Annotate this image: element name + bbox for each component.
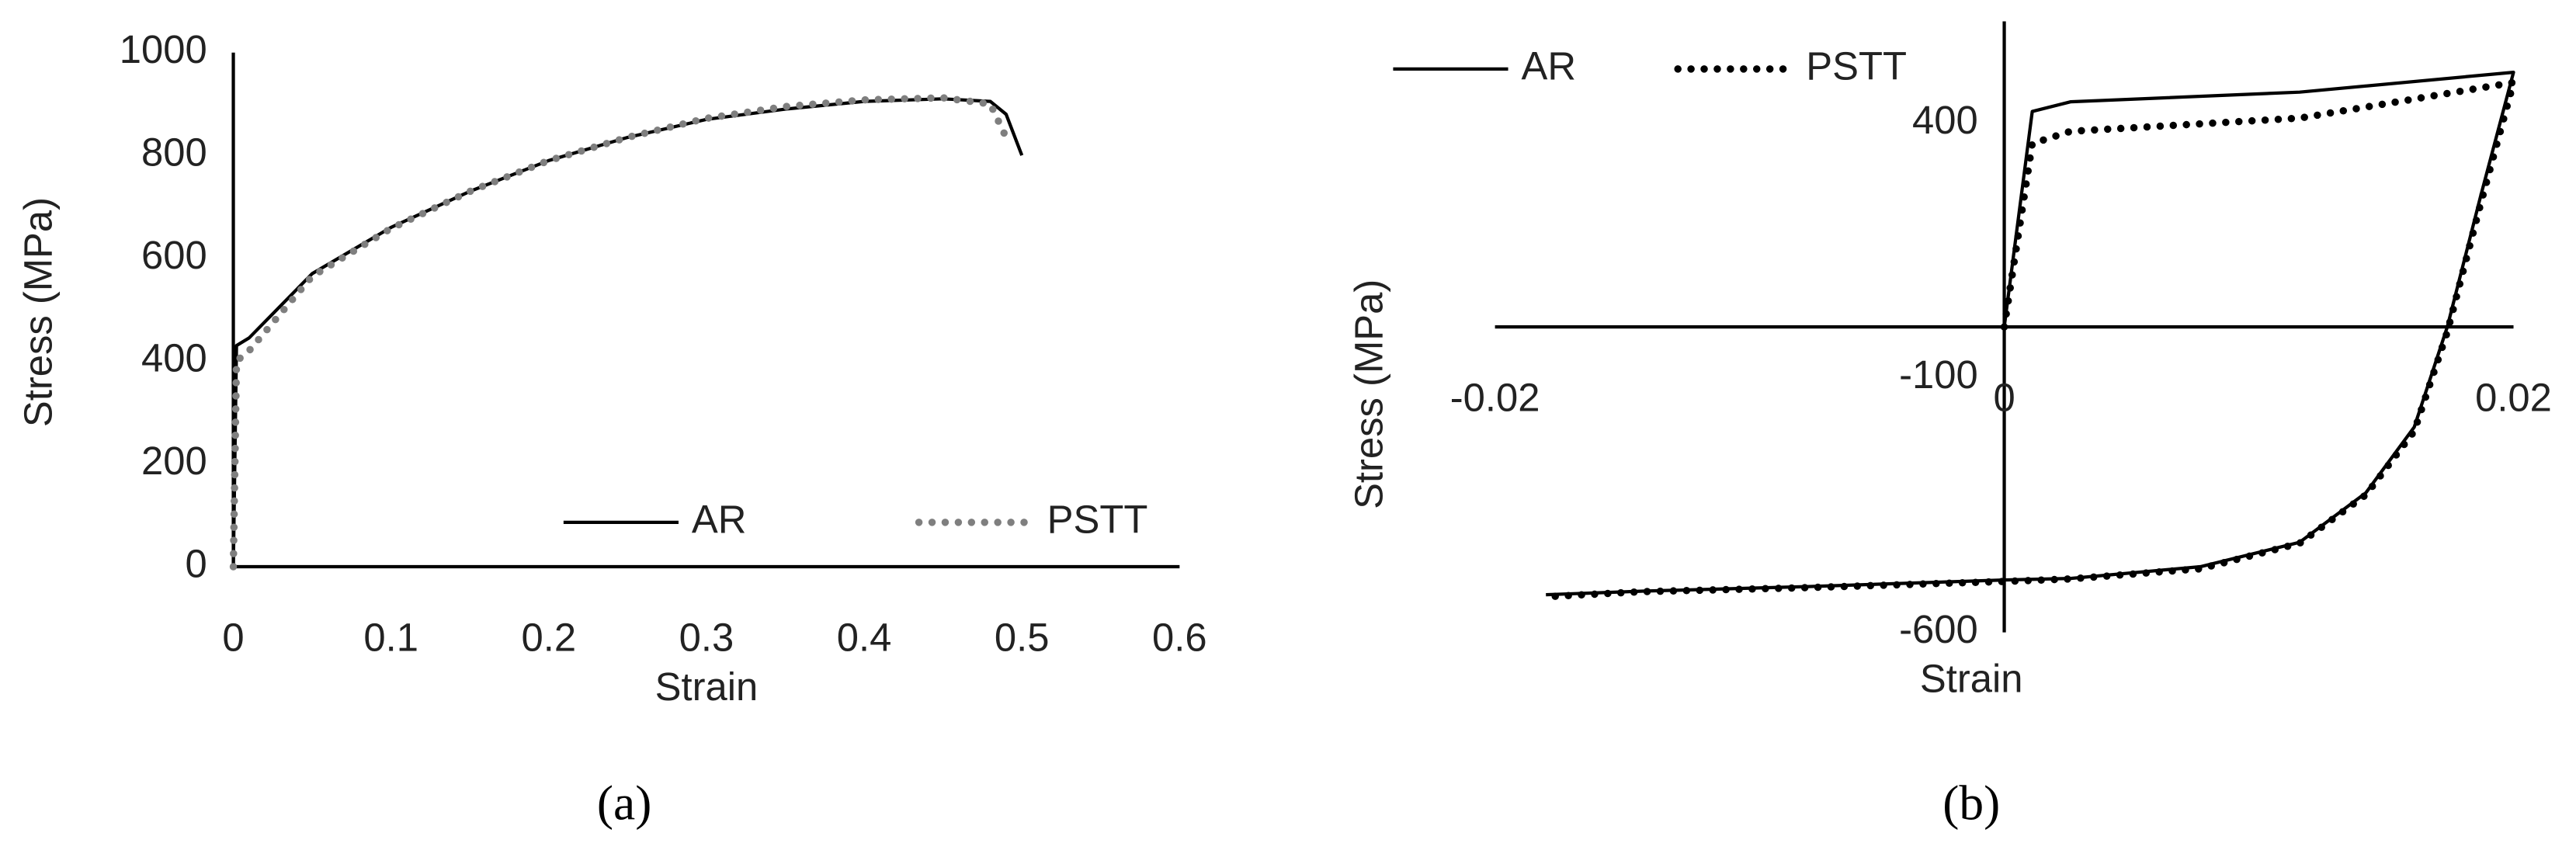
legend-label: AR <box>692 497 747 541</box>
data-line <box>1542 78 2518 601</box>
x-tick-label: 0.4 <box>837 616 892 660</box>
caption: (a) <box>597 776 651 831</box>
data-line <box>231 97 1024 567</box>
x-tick-label: 0 <box>222 616 244 660</box>
x-tick-label: 0.1 <box>363 616 418 660</box>
y-tick-label: 400 <box>141 335 207 380</box>
data-line <box>229 94 1010 571</box>
y-tick-label: -600 <box>1899 607 1978 651</box>
x-tick-label: -0.02 <box>1450 376 1540 420</box>
legend-label: AR <box>1521 43 1576 88</box>
x-tick-label: 0.2 <box>522 616 577 660</box>
x-axis-label: Strain <box>1920 657 2023 701</box>
y-tick-label: 800 <box>141 130 207 175</box>
x-tick-label: 0.6 <box>1152 616 1207 660</box>
x-tick-label: 0.02 <box>2475 376 2552 420</box>
y-tick-label: 400 <box>1912 98 1978 142</box>
x-tick-label: 0 <box>1993 376 2015 420</box>
y-tick-label: 200 <box>141 439 207 483</box>
caption: (b) <box>1942 776 2000 831</box>
y-tick-label: 600 <box>141 233 207 277</box>
x-axis-label: Strain <box>655 664 759 709</box>
y-tick-label: -100 <box>1899 352 1978 397</box>
y-tick-label: 1000 <box>120 27 207 71</box>
y-tick-label: 0 <box>185 541 207 585</box>
legend-label: PSTT <box>1047 497 1148 541</box>
y-axis-label: Stress (MPa) <box>1346 279 1390 509</box>
legend-label: PSTT <box>1806 43 1907 88</box>
data-line <box>1546 70 2515 597</box>
y-axis-label: Stress (MPa) <box>16 197 60 427</box>
x-tick-label: 0.5 <box>995 616 1050 660</box>
x-tick-label: 0.3 <box>679 616 734 660</box>
